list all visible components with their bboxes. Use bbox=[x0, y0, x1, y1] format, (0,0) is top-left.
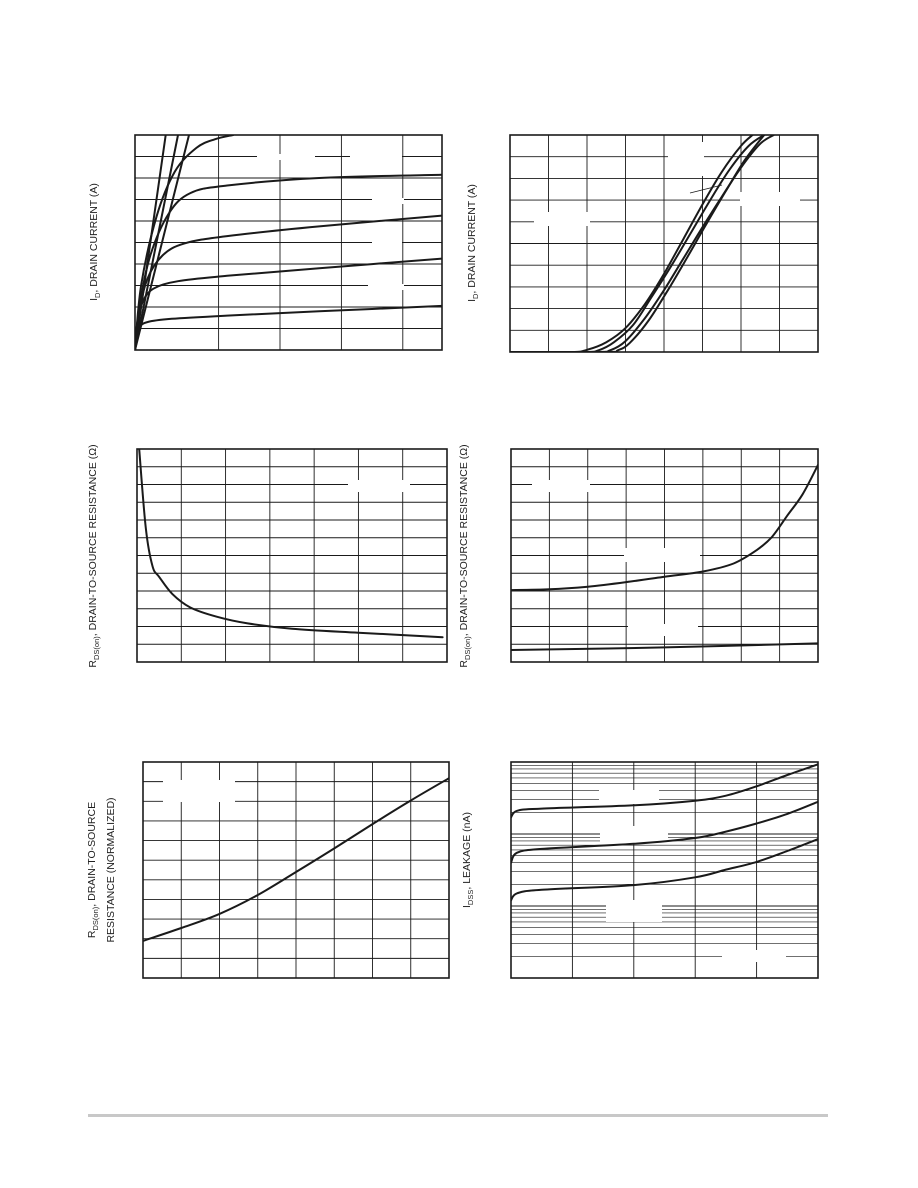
y-axis-label: ID, DRAIN CURRENT (A) bbox=[88, 183, 102, 301]
annotation-blank bbox=[740, 192, 800, 206]
annotation-blank bbox=[628, 624, 698, 636]
y-axis-label-subscript: DS(on) bbox=[463, 636, 472, 660]
y-axis-label-subscript: DS(on) bbox=[91, 906, 100, 930]
plot-frame bbox=[142, 761, 450, 979]
annotation-blank bbox=[722, 950, 786, 962]
y-axis-label-text: , DRAIN CURRENT (A) bbox=[466, 184, 478, 293]
y-axis-label-symbol: I bbox=[88, 298, 100, 301]
plot-frame bbox=[510, 448, 819, 663]
y-axis-label-subscript: D bbox=[93, 292, 102, 298]
annotation-blank bbox=[600, 826, 668, 844]
series-line-1 bbox=[510, 135, 754, 352]
annotation-blank bbox=[534, 212, 590, 226]
chart-4: RDS(on), DRAIN-TO-SOURCE RESISTANCE (Ω) bbox=[458, 444, 819, 668]
y-axis-label: RDS(on), DRAIN-TO-SOURCE RESISTANCE (Ω) bbox=[87, 444, 101, 667]
annotation-leader bbox=[689, 184, 723, 194]
y-axis-label-symbol: R bbox=[458, 660, 470, 668]
y-axis-label: IDSS, LEAKAGE (nA) bbox=[461, 812, 475, 908]
series-line-2 bbox=[135, 257, 442, 350]
y-axis-label-symbol: R bbox=[87, 660, 99, 668]
y-axis-label-symbol: R bbox=[86, 930, 98, 938]
y-axis-label-subscript: D bbox=[471, 293, 480, 299]
y-axis-label: RDS(on), DRAIN-TO-SOURCE RESISTANCE (Ω) bbox=[458, 444, 472, 667]
annotation-blank bbox=[257, 154, 315, 160]
annotation-blank bbox=[606, 900, 662, 922]
footer-rule bbox=[88, 1114, 828, 1117]
y-axis-label-text: , DRAIN-TO-SOURCE RESISTANCE (Ω) bbox=[87, 444, 99, 636]
annotation-blank bbox=[599, 790, 659, 804]
annotation-blank bbox=[668, 142, 704, 176]
y-axis-label-line2-text: RESISTANCE (NORMALIZED) bbox=[105, 797, 117, 942]
y-axis-label: ID, DRAIN CURRENT (A) bbox=[466, 184, 480, 302]
plot-frame bbox=[509, 134, 819, 353]
annotation-blank bbox=[350, 154, 402, 160]
chart-1: ID, DRAIN CURRENT (A) bbox=[88, 134, 443, 351]
series-line-1 bbox=[138, 449, 444, 639]
annotation-blank bbox=[368, 284, 404, 290]
series-line-2 bbox=[511, 642, 818, 651]
series-line-5 bbox=[135, 135, 235, 350]
plot-frame bbox=[136, 448, 448, 663]
annotation-blank bbox=[372, 240, 402, 246]
annotation-blank bbox=[372, 198, 404, 204]
series-line-1 bbox=[511, 763, 818, 819]
y-axis-label-symbol: I bbox=[466, 299, 478, 302]
annotation-blank bbox=[163, 780, 235, 802]
y-axis-label-subscript: DSS bbox=[466, 890, 475, 905]
series-line-3 bbox=[135, 214, 442, 350]
series-line-8 bbox=[135, 135, 190, 350]
chart-6: IDSS, LEAKAGE (nA) bbox=[461, 761, 819, 979]
chart-5: RDS(on), DRAIN-TO-SOURCE RESISTANCE (NORM… bbox=[86, 761, 450, 979]
annotation-blank bbox=[348, 480, 410, 492]
y-axis-label-text: , DRAIN-TO-SOURCE RESISTANCE (Ω) bbox=[458, 444, 470, 636]
annotation-blank bbox=[624, 548, 700, 562]
y-axis-label-symbol: I bbox=[461, 905, 473, 908]
annotation-blank bbox=[532, 480, 590, 492]
series-line-1 bbox=[135, 304, 442, 350]
chart-2: ID, DRAIN CURRENT (A) bbox=[466, 134, 819, 353]
series-line-1 bbox=[511, 464, 818, 592]
series-line-4 bbox=[135, 173, 442, 350]
y-axis-label-text: , LEAKAGE (nA) bbox=[461, 812, 473, 890]
y-axis-label-line2: RESISTANCE (NORMALIZED) bbox=[105, 797, 117, 942]
y-axis-label-subscript: DS(on) bbox=[92, 636, 101, 660]
series-line-1 bbox=[143, 777, 449, 942]
chart-3: RDS(on), DRAIN-TO-SOURCE RESISTANCE (Ω) bbox=[87, 444, 448, 668]
y-axis-label-text: , DRAIN CURRENT (A) bbox=[88, 183, 100, 292]
y-axis-label: RDS(on), DRAIN-TO-SOURCE bbox=[86, 802, 100, 938]
series-line-2 bbox=[511, 800, 818, 864]
series-line-3 bbox=[511, 838, 818, 902]
y-axis-label-text: , DRAIN-TO-SOURCE bbox=[86, 802, 98, 907]
plot-frame bbox=[134, 134, 443, 351]
plot-frame bbox=[510, 761, 819, 979]
